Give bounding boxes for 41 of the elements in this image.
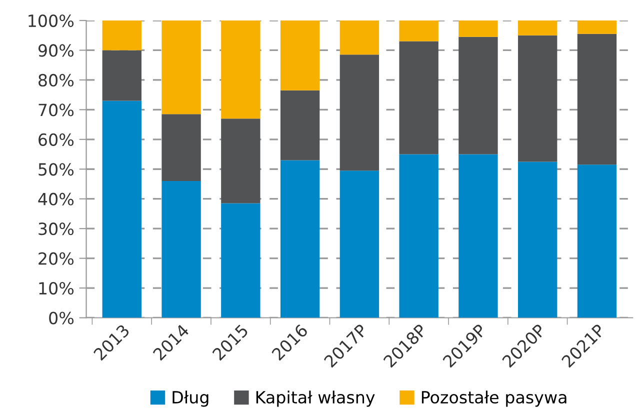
y-tick-label: 80% bbox=[38, 74, 74, 87]
bar bbox=[221, 20, 260, 119]
bar bbox=[221, 203, 260, 318]
bar bbox=[162, 114, 201, 182]
bar bbox=[399, 154, 438, 318]
bar bbox=[280, 90, 320, 160]
bar bbox=[518, 35, 558, 162]
bar bbox=[102, 50, 142, 101]
y-tick-label: 100% bbox=[28, 14, 74, 28]
y-tick-label: 30% bbox=[38, 222, 74, 236]
bar bbox=[162, 181, 201, 318]
bar bbox=[102, 100, 142, 318]
bar bbox=[458, 154, 498, 318]
legend-label: Pozostałe pasywa bbox=[422, 390, 566, 407]
y-tick-label: 40% bbox=[38, 192, 74, 206]
bar bbox=[340, 54, 380, 171]
bar bbox=[458, 36, 498, 154]
bar bbox=[221, 118, 260, 204]
legend-label: Kapitał własny bbox=[256, 390, 375, 407]
bar bbox=[340, 170, 380, 318]
y-tick-label: 20% bbox=[38, 252, 74, 265]
bar bbox=[577, 20, 617, 34]
bar bbox=[518, 162, 558, 318]
bar bbox=[280, 20, 320, 90]
legend-label: Dług bbox=[172, 390, 208, 407]
y-tick-label: 90% bbox=[38, 44, 74, 57]
bar bbox=[399, 41, 438, 154]
bar bbox=[280, 160, 320, 318]
bar bbox=[162, 20, 201, 114]
y-tick-label: 70% bbox=[38, 104, 74, 116]
bar bbox=[577, 34, 617, 165]
bar bbox=[102, 20, 142, 50]
y-tick-label: 50% bbox=[38, 163, 74, 176]
bar bbox=[399, 20, 438, 42]
y-tick-label: 10% bbox=[39, 282, 74, 295]
bar bbox=[458, 20, 498, 37]
y-tick-label: 0% bbox=[49, 312, 74, 324]
bar bbox=[340, 20, 380, 55]
bar bbox=[577, 164, 617, 318]
y-tick-label: 60% bbox=[38, 133, 74, 146]
bar bbox=[518, 20, 558, 36]
